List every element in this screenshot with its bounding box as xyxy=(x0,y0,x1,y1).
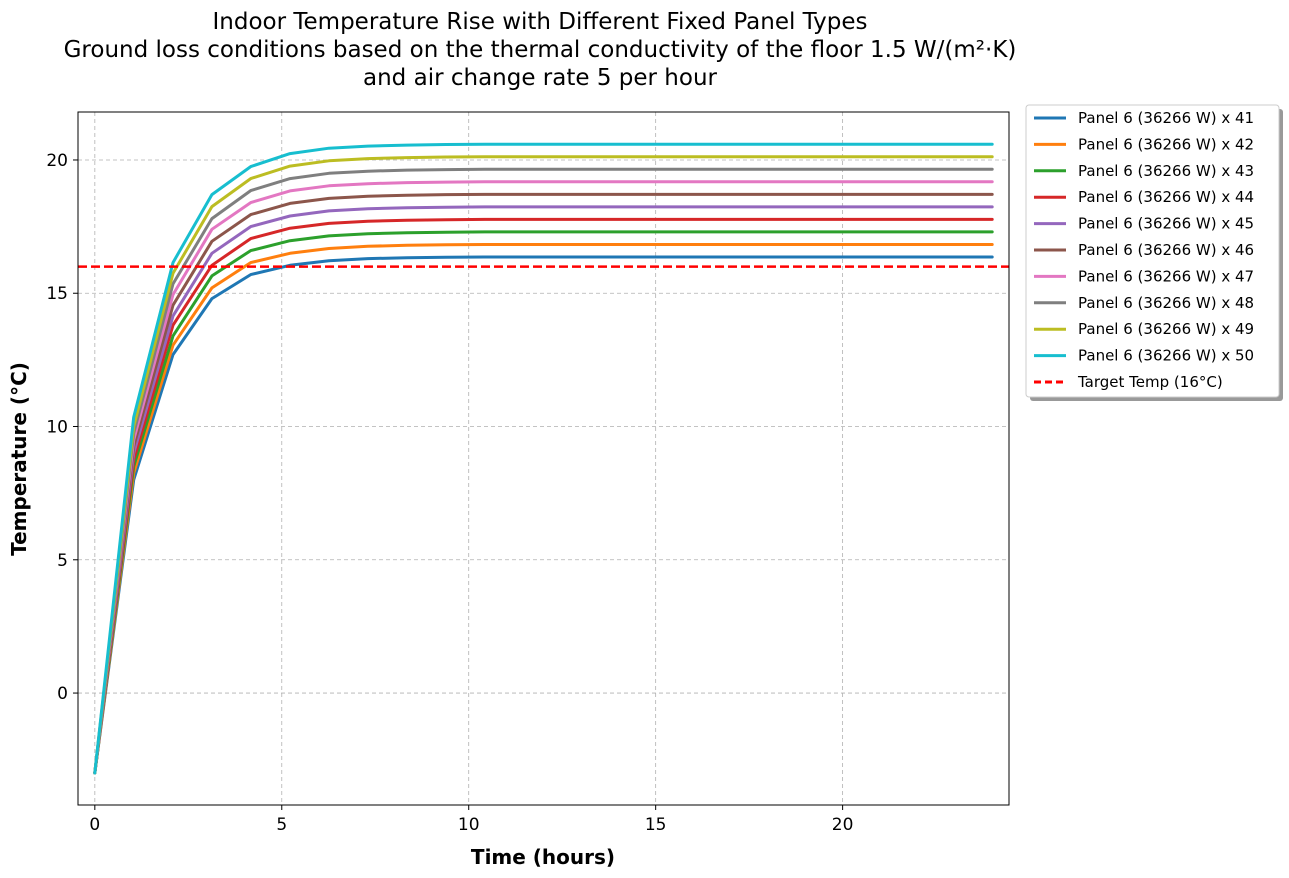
series-line-5 xyxy=(93,205,994,775)
legend-label: Panel 6 (36266 W) x 43 xyxy=(1078,162,1254,180)
y-axis-ticks: 0 5 10 15 20 xyxy=(46,151,78,704)
legend-entry: Panel 6 (36266 W) x 46 xyxy=(1034,241,1254,259)
chart-title-line-2: Ground loss conditions based on the ther… xyxy=(64,37,1017,63)
legend-entry: Panel 6 (36266 W) x 50 xyxy=(1034,347,1254,365)
legend-label: Panel 6 (36266 W) x 50 xyxy=(1078,347,1254,365)
series-line-7 xyxy=(93,180,994,775)
legend-label: Panel 6 (36266 W) x 46 xyxy=(1078,241,1254,259)
series-line-9 xyxy=(93,155,994,775)
chart-title-line-1: Indoor Temperature Rise with Different F… xyxy=(213,9,868,35)
legend-label: Panel 6 (36266 W) x 41 xyxy=(1078,109,1254,127)
legend-label: Panel 6 (36266 W) x 44 xyxy=(1078,188,1254,206)
legend-entry: Panel 6 (36266 W) x 44 xyxy=(1034,188,1254,206)
legend-entry: Target Temp (16°C) xyxy=(1034,373,1223,391)
series-line-6 xyxy=(93,192,994,775)
series-line-10 xyxy=(93,142,994,775)
chart-title: Indoor Temperature Rise with Different F… xyxy=(64,9,1017,91)
legend-label: Panel 6 (36266 W) x 49 xyxy=(1078,320,1254,338)
series-lines xyxy=(93,142,994,775)
x-axis-ticks: 0 5 10 15 20 xyxy=(89,805,853,835)
x-tick-label: 5 xyxy=(276,815,287,835)
y-tick-label: 10 xyxy=(46,418,68,438)
legend-items: Panel 6 (36266 W) x 41 Panel 6 (36266 W) … xyxy=(1034,109,1254,391)
legend-entry: Panel 6 (36266 W) x 41 xyxy=(1034,109,1254,127)
plot-area-frame xyxy=(77,111,1010,806)
x-tick-label: 10 xyxy=(458,815,480,835)
y-tick-label: 20 xyxy=(46,151,68,171)
legend-entry: Panel 6 (36266 W) x 45 xyxy=(1034,215,1254,233)
x-tick-label: 20 xyxy=(832,815,854,835)
legend-entry: Panel 6 (36266 W) x 47 xyxy=(1034,267,1254,285)
legend-entry: Panel 6 (36266 W) x 43 xyxy=(1034,162,1254,180)
series-line-8 xyxy=(93,167,994,775)
series-line-3 xyxy=(93,230,994,775)
x-tick-label: 15 xyxy=(645,815,667,835)
series-line-2 xyxy=(93,243,994,775)
legend-box xyxy=(1025,104,1280,398)
legend-label: Target Temp (16°C) xyxy=(1077,373,1223,391)
legend-label: Panel 6 (36266 W) x 48 xyxy=(1078,294,1254,312)
grid xyxy=(78,112,1009,805)
y-axis-label: Temperature (°C) xyxy=(7,362,31,556)
x-tick-label: 0 xyxy=(89,815,100,835)
y-tick-label: 15 xyxy=(46,284,68,304)
series-line-1 xyxy=(93,255,994,775)
series-line-4 xyxy=(93,217,994,775)
legend-entry: Panel 6 (36266 W) x 49 xyxy=(1034,320,1254,338)
legend-entry: Panel 6 (36266 W) x 48 xyxy=(1034,294,1254,312)
legend-label: Panel 6 (36266 W) x 45 xyxy=(1078,215,1254,233)
legend: Panel 6 (36266 W) x 41 Panel 6 (36266 W) … xyxy=(1025,104,1283,401)
y-tick-label: 5 xyxy=(57,551,68,571)
legend-label: Panel 6 (36266 W) x 47 xyxy=(1078,267,1254,285)
chart-title-line-3: and air change rate 5 per hour xyxy=(363,65,718,91)
legend-entry: Panel 6 (36266 W) x 42 xyxy=(1034,135,1254,153)
x-axis-label: Time (hours) xyxy=(471,845,615,869)
legend-label: Panel 6 (36266 W) x 42 xyxy=(1078,135,1254,153)
y-tick-label: 0 xyxy=(57,684,68,704)
